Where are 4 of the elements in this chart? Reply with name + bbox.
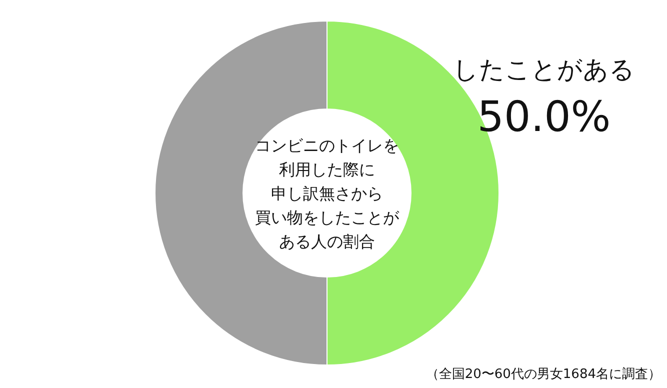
text: （全国20〜60代の男女1684名に調査） (426, 367, 661, 382)
text: コンビニのトイレを利用した際に申し訳無さから買い物をしたことがある人の割合 (255, 136, 400, 251)
slice-label: したことがある (453, 55, 635, 84)
data-label: 50.0% (477, 92, 611, 141)
